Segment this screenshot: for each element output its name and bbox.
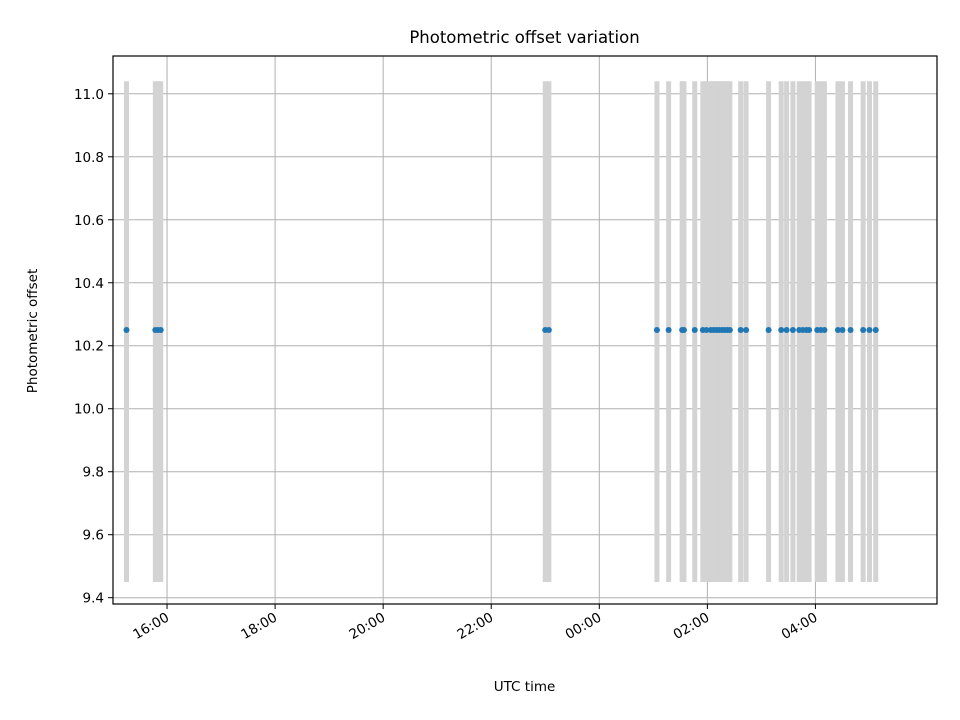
data-point <box>703 327 710 333</box>
x-axis-label: UTC time <box>494 679 556 695</box>
y-tick-label: 9.8 <box>83 465 104 481</box>
data-point <box>783 327 790 333</box>
axes-frame <box>112 55 938 605</box>
data-point <box>839 327 846 333</box>
y-axis-ticks: 9.4 9.6 9.8 10.0 10.2 10.4 10.6 10.8 11.0 <box>74 87 113 607</box>
data-point <box>765 327 772 333</box>
data-point <box>821 327 828 333</box>
data-point <box>743 327 750 333</box>
y-tick-label: 11.0 <box>74 87 104 103</box>
data-point <box>789 327 796 333</box>
data-point <box>847 327 854 333</box>
data-point <box>866 327 873 333</box>
data-point <box>834 327 841 333</box>
data-point <box>737 327 744 333</box>
y-axis-label: Photometric offset <box>25 269 41 393</box>
data-point <box>653 327 660 333</box>
data-point <box>726 327 733 333</box>
data-point <box>545 327 552 333</box>
data-point <box>665 327 672 333</box>
data-point <box>860 327 867 333</box>
y-tick-label: 10.8 <box>74 150 104 166</box>
y-tick-label: 10.4 <box>74 276 104 292</box>
data-points <box>123 327 879 333</box>
chart-title: Photometric offset variation <box>409 28 639 47</box>
data-point <box>806 327 813 333</box>
data-point <box>680 327 687 333</box>
y-tick-label: 9.6 <box>83 528 104 544</box>
data-point <box>872 327 879 333</box>
data-point <box>157 327 164 333</box>
data-point <box>778 327 785 333</box>
y-tick-label: 10.6 <box>74 213 104 229</box>
y-tick-label: 10.0 <box>74 402 104 418</box>
data-point <box>123 327 130 333</box>
data-point <box>691 327 698 333</box>
y-tick-label: 10.2 <box>74 339 104 355</box>
y-tick-label: 9.4 <box>83 591 104 607</box>
